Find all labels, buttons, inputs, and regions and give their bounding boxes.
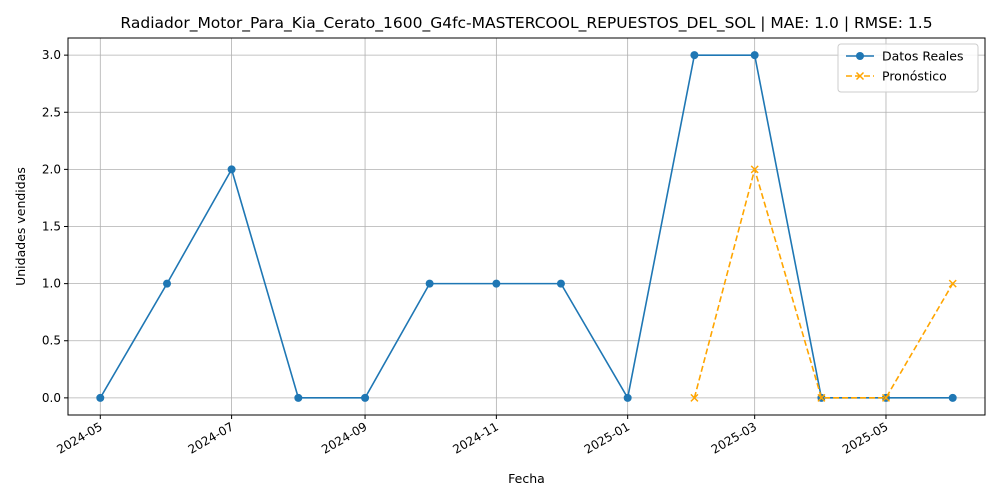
data-point bbox=[294, 393, 303, 402]
x-axis-label: Fecha bbox=[508, 471, 545, 486]
legend-marker bbox=[856, 52, 864, 60]
series-line bbox=[693, 168, 954, 399]
marker-stroke bbox=[750, 165, 759, 174]
x-tick-label: 2024-05 bbox=[54, 419, 104, 456]
x-tick-label: 2024-07 bbox=[186, 419, 236, 456]
data-point bbox=[750, 165, 759, 174]
data-point bbox=[556, 279, 565, 288]
axis-ticks: 0.0 0.5 1.0 1.5 2.0 2.5 3.0 2024-05 2024-07 2024-… bbox=[42, 48, 891, 457]
y-tick-label: 1.0 bbox=[42, 277, 61, 291]
y-tick-label: 0.0 bbox=[42, 391, 61, 405]
legend-label: Datos Reales bbox=[882, 49, 963, 64]
data-point bbox=[227, 165, 236, 174]
marker-stroke bbox=[881, 393, 891, 402]
x-tick-label: 2024-09 bbox=[319, 419, 369, 456]
data-point bbox=[623, 393, 632, 402]
y-tick-label: 2.0 bbox=[42, 162, 61, 176]
y-tick-label: 3.0 bbox=[42, 48, 61, 62]
x-tick-label: 2024-11 bbox=[450, 419, 500, 456]
data-point bbox=[881, 393, 891, 402]
data-point bbox=[948, 393, 957, 402]
data-point bbox=[817, 393, 826, 402]
legend-item: Datos Reales bbox=[846, 49, 963, 64]
x-tick-label: 2025-03 bbox=[709, 419, 759, 456]
legend-label: Pronóstico bbox=[882, 69, 947, 84]
data-point bbox=[96, 393, 105, 402]
legend: Datos Reales Pronóstico bbox=[837, 43, 979, 93]
y-tick-label: 2.5 bbox=[42, 105, 61, 119]
data-point bbox=[948, 279, 957, 288]
y-axis-label: Unidades vendidas bbox=[13, 167, 28, 286]
data-point bbox=[425, 279, 434, 288]
data-point bbox=[690, 393, 699, 402]
data-point bbox=[163, 279, 172, 288]
grid-lines bbox=[68, 38, 985, 415]
marker-stroke bbox=[690, 393, 699, 402]
data-point bbox=[361, 393, 370, 402]
data-point bbox=[690, 51, 699, 60]
x-tick-label: 2025-05 bbox=[840, 419, 890, 456]
y-tick-label: 1.5 bbox=[42, 220, 61, 234]
legend-marker bbox=[855, 71, 865, 81]
data-point bbox=[750, 51, 759, 60]
marker-stroke bbox=[948, 279, 957, 288]
plot-series bbox=[96, 51, 957, 402]
chart-title: Radiador_Motor_Para_Kia_Cerato_1600_G4fc… bbox=[120, 14, 932, 33]
legend-item: Pronóstico bbox=[846, 69, 947, 84]
marker-stroke bbox=[817, 393, 826, 402]
y-tick-label: 0.5 bbox=[42, 334, 61, 348]
x-tick-label: 2025-01 bbox=[582, 419, 632, 456]
series-line bbox=[99, 54, 953, 399]
data-point bbox=[492, 279, 501, 288]
